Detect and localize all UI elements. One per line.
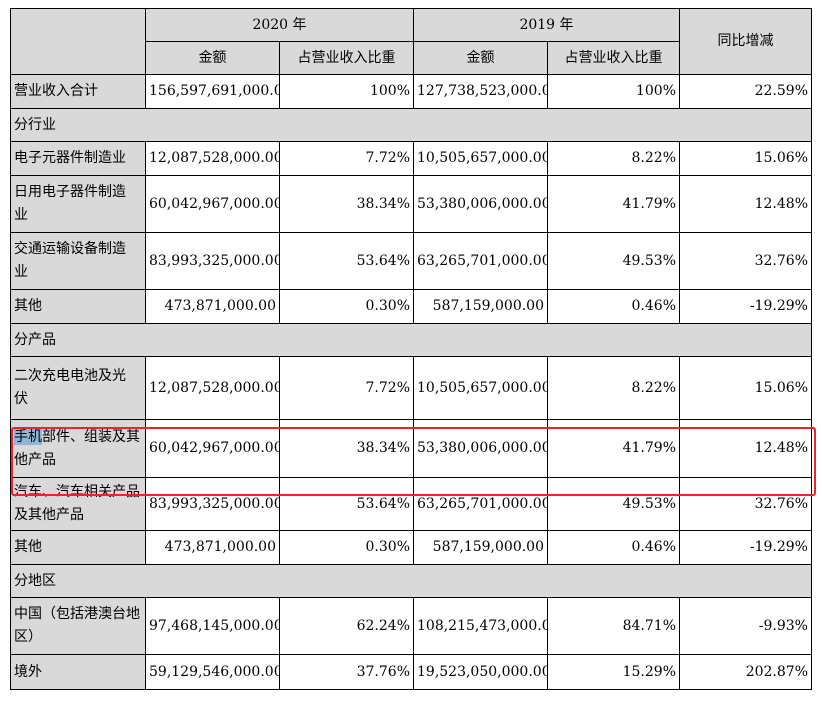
ratio-2019: 41.79% [547,175,680,233]
table-row: 交通运输设备制造业 83,993,325,000.00 53.64% 63,26… [10,232,812,290]
amount-2020: 12,087,528,000.00 [145,141,280,176]
yoy-change: -19.29% [679,530,812,565]
ratio-2019: 15.29% [547,654,680,690]
yoy-change: 15.06% [679,356,812,420]
table-row-highlighted: 手机部件、组装及其 他产品 60,042,967,000.00 38.34% 53… [10,419,812,478]
amount-2019: 587,159,000.00 [413,530,548,565]
amount-2019: 53,380,006,000.00 [413,175,548,233]
amount-2020: 60,042,967,000.00 [145,175,280,233]
yoy-change: 202.87% [679,654,812,690]
table-row: 其他 473,871,000.00 0.30% 587,159,000.00 0… [10,289,812,324]
yoy-change: 12.48% [679,419,812,478]
section-row-region: 分地区 [10,564,812,598]
row-label: 境外 [10,654,146,690]
amount-2020-header: 金额 [145,41,280,75]
amount-2019: 108,215,473,000.00 [413,597,548,655]
amount-2019: 127,738,523,000.00 [413,74,548,109]
ratio-2020: 37.76% [279,654,414,690]
table-row: 境外 59,129,546,000.00 37.76% 19,523,050,0… [10,654,812,690]
row-label: 电子元器件制造业 [10,141,146,176]
ratio-2019: 100% [547,74,680,109]
amount-2020: 83,993,325,000.00 [145,477,280,531]
ratio-2019: 0.46% [547,289,680,324]
row-label: 其他 [10,530,146,565]
ratio-2019-header: 占营业收入比重 [547,41,680,75]
amount-2019: 10,505,657,000.00 [413,356,548,420]
ratio-2020: 0.30% [279,289,414,324]
corner-cell [10,8,146,75]
ratio-2019: 0.46% [547,530,680,565]
section-label: 分行业 [10,108,812,142]
year-2020-header: 2020 年 [145,8,414,42]
selected-text[interactable]: 手机 [14,428,42,445]
section-label: 分地区 [10,564,812,598]
section-row-product: 分产品 [10,323,812,357]
amount-2020: 156,597,691,000.00 [145,74,280,109]
ratio-2019: 49.53% [547,232,680,290]
amount-2020: 473,871,000.00 [145,530,280,565]
table-row: 二次充电电池及光伏 12,087,528,000.00 7.72% 10,505… [10,356,812,420]
ratio-2019: 84.71% [547,597,680,655]
yoy-header: 同比增减 [679,8,812,75]
ratio-2020: 100% [279,74,414,109]
yoy-change: -9.93% [679,597,812,655]
ratio-2020-header: 占营业收入比重 [279,41,414,75]
amount-2019: 53,380,006,000.00 [413,419,548,478]
ratio-2019: 8.22% [547,141,680,176]
yoy-change: 32.76% [679,477,812,531]
ratio-2020: 53.64% [279,477,414,531]
ratio-2019: 8.22% [547,356,680,420]
section-label: 分产品 [10,323,812,357]
amount-2020: 12,087,528,000.00 [145,356,280,420]
yoy-change: 15.06% [679,141,812,176]
table-row: 日用电子器件制造业 60,042,967,000.00 38.34% 53,38… [10,175,812,233]
ratio-2020: 38.34% [279,419,414,478]
table-row: 汽车、汽车相关产品 及其他产品 83,993,325,000.00 53.64% … [10,477,812,531]
ratio-2020: 7.72% [279,356,414,420]
ratio-2020: 53.64% [279,232,414,290]
ratio-2019: 41.79% [547,419,680,478]
row-label: 手机部件、组装及其 他产品 [10,419,146,478]
revenue-table: 2020 年 2019 年 同比增减 金额 占营业收入比重 金额 占营业收入比重… [10,8,812,690]
row-label: 汽车、汽车相关产品 及其他产品 [10,477,146,531]
row-label: 日用电子器件制造业 [10,175,146,233]
table-row: 电子元器件制造业 12,087,528,000.00 7.72% 10,505,… [10,141,812,176]
yoy-change: -19.29% [679,289,812,324]
ratio-2020: 38.34% [279,175,414,233]
table-row-total: 营业收入合计 156,597,691,000.00 100% 127,738,5… [10,74,812,109]
amount-2019: 587,159,000.00 [413,289,548,324]
amount-2020: 60,042,967,000.00 [145,419,280,478]
section-row-industry: 分行业 [10,108,812,142]
row-label: 其他 [10,289,146,324]
ratio-2019: 49.53% [547,477,680,531]
amount-2020: 473,871,000.00 [145,289,280,324]
yoy-change: 22.59% [679,74,812,109]
row-label: 营业收入合计 [10,74,146,109]
amount-2019: 19,523,050,000.00 [413,654,548,690]
table-row: 中国（包括港澳台地 区） 97,468,145,000.00 62.24% 108… [10,597,812,655]
row-label: 二次充电电池及光伏 [10,356,146,420]
yoy-change: 32.76% [679,232,812,290]
yoy-change: 12.48% [679,175,812,233]
row-label: 交通运输设备制造业 [10,232,146,290]
amount-2019: 63,265,701,000.00 [413,232,548,290]
year-2019-header: 2019 年 [413,8,680,42]
ratio-2020: 0.30% [279,530,414,565]
amount-2020: 83,993,325,000.00 [145,232,280,290]
table-row: 其他 473,871,000.00 0.30% 587,159,000.00 0… [10,530,812,565]
amount-2019: 63,265,701,000.00 [413,477,548,531]
ratio-2020: 62.24% [279,597,414,655]
amount-2020: 97,468,145,000.00 [145,597,280,655]
row-label: 中国（包括港澳台地 区） [10,597,146,655]
ratio-2020: 7.72% [279,141,414,176]
amount-2019-header: 金额 [413,41,548,75]
amount-2020: 59,129,546,000.00 [145,654,280,690]
amount-2019: 10,505,657,000.00 [413,141,548,176]
